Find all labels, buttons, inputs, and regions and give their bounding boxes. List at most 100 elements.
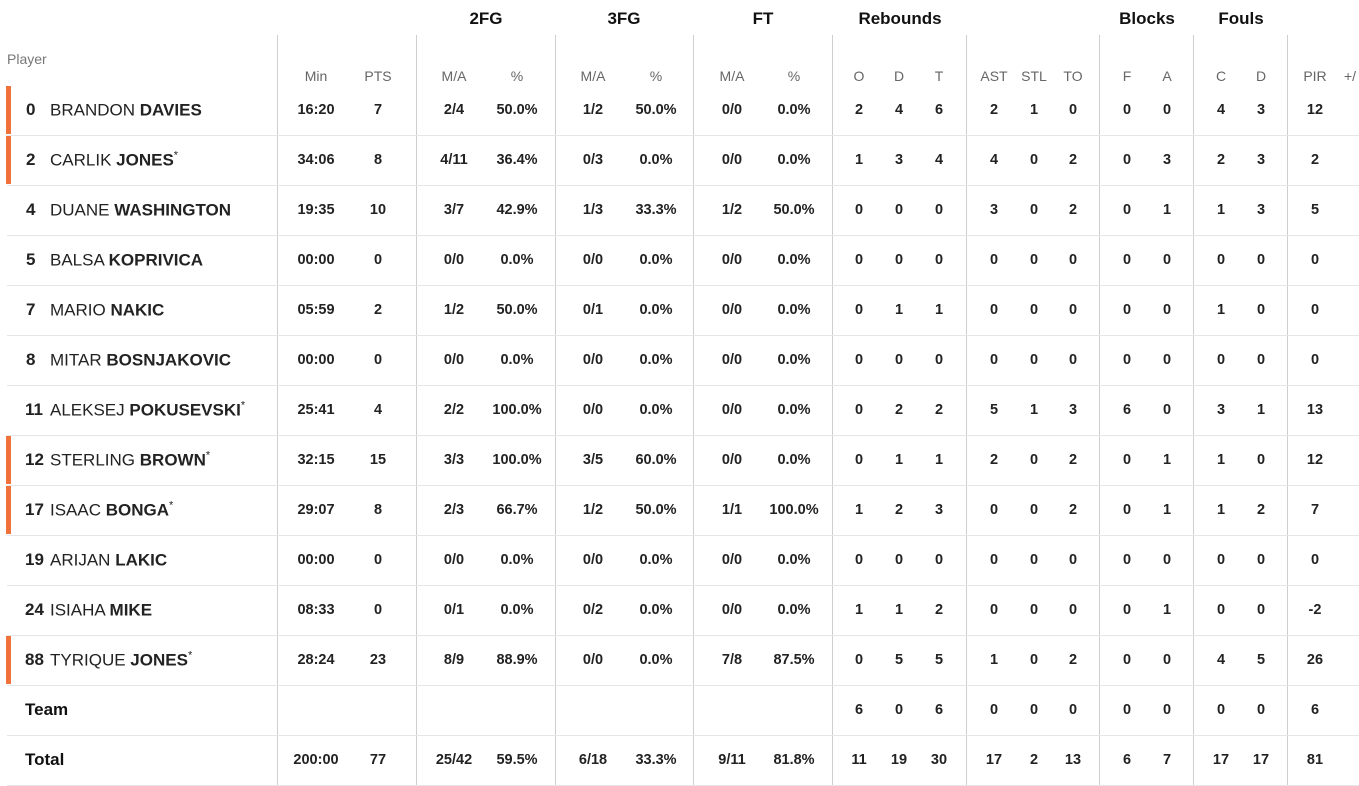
stat-cell: 0	[1122, 352, 1132, 368]
stat-cell: 1	[854, 152, 864, 168]
column-header: T	[934, 68, 944, 84]
stat-cell: 3	[934, 502, 944, 518]
stat-cell: 2/4	[443, 102, 465, 118]
column-divider	[277, 35, 278, 785]
stat-cell: 0	[1029, 652, 1039, 668]
stat-cell: 0.0%	[500, 552, 534, 568]
stat-cell: 0	[1068, 102, 1078, 118]
stat-cell: 0.0%	[777, 602, 811, 618]
stat-cell: 0	[1216, 702, 1226, 718]
stat-cell: 1	[1256, 402, 1266, 418]
stat-cell: -2	[1308, 602, 1322, 618]
player-name[interactable]: BRANDON DAVIES	[50, 100, 202, 121]
player-number: 12	[25, 450, 44, 469]
stat-cell: 0/0	[721, 252, 743, 268]
stat-cell: 25:41	[297, 402, 335, 418]
stat-cell: 3/3	[443, 452, 465, 468]
stat-cell: 2	[934, 402, 944, 418]
player-name[interactable]: DUANE WASHINGTON	[50, 200, 231, 221]
stat-cell: 0/0	[582, 252, 604, 268]
column-divider	[1193, 35, 1194, 785]
stat-cell: 1/2	[443, 302, 465, 318]
stat-cell: 0	[1162, 352, 1172, 368]
stat-cell: 13	[1064, 752, 1082, 768]
stat-cell: 0	[989, 352, 999, 368]
stat-cell: 12	[1306, 452, 1324, 468]
row-divider	[7, 485, 1359, 486]
stat-cell: 3/7	[443, 202, 465, 218]
stat-cell: 0	[1162, 102, 1172, 118]
stat-cell: 29:07	[297, 502, 335, 518]
stat-cell: 1	[1162, 602, 1172, 618]
stat-cell: 15	[369, 452, 387, 468]
player-number: 7	[26, 300, 36, 319]
stat-cell: 11	[851, 752, 867, 768]
stat-cell: 1	[854, 502, 864, 518]
stat-cell: 0	[1122, 502, 1132, 518]
total-row-label: Total	[25, 750, 65, 769]
stat-cell: 2	[1068, 652, 1078, 668]
player-last-name: POKUSEVSKI	[129, 400, 241, 420]
player-name[interactable]: ALEKSEJ POKUSEVSKI*	[50, 400, 245, 421]
stat-cell: 0	[1122, 702, 1132, 718]
stat-cell: 88.9%	[496, 652, 538, 668]
stat-cell: 1	[894, 602, 904, 618]
column-header: Min	[304, 68, 328, 84]
stat-cell: 17	[1212, 752, 1230, 768]
stat-cell: 4	[1216, 652, 1226, 668]
stat-cell: 3	[1216, 402, 1226, 418]
player-last-name: BONGA	[105, 500, 170, 520]
stat-cell: 17	[985, 752, 1003, 768]
player-name[interactable]: MITAR BOSNJAKOVIC	[50, 350, 231, 371]
stat-cell: 0	[1029, 552, 1039, 568]
stat-cell: 0	[854, 452, 864, 468]
player-name[interactable]: BALSA KOPRIVICA	[50, 250, 203, 271]
stat-cell: 0	[1216, 602, 1226, 618]
column-header: F	[1122, 68, 1132, 84]
player-last-name: MIKE	[109, 600, 153, 620]
stat-cell: 0	[854, 652, 864, 668]
stat-cell: 60.0%	[635, 452, 677, 468]
header-player: Player	[7, 51, 47, 67]
stat-cell: 0	[1256, 552, 1266, 568]
column-header: M/A	[580, 68, 606, 84]
stat-cell: 25/42	[435, 752, 473, 768]
stat-cell: 4	[934, 152, 944, 168]
stat-cell: 0	[1029, 702, 1039, 718]
player-name[interactable]: ISAAC BONGA*	[50, 500, 173, 521]
stat-cell: 0	[934, 252, 944, 268]
stat-cell: 30	[930, 752, 948, 768]
player-name[interactable]: ISIAHA MIKE	[50, 600, 152, 621]
header-ft: FT	[752, 9, 774, 28]
player-name[interactable]: STERLING BROWN*	[50, 450, 210, 471]
stat-cell: 36.4%	[496, 152, 538, 168]
stat-cell: 0	[1029, 452, 1039, 468]
stat-cell: 7	[1310, 502, 1320, 518]
stat-cell: 0	[1068, 352, 1078, 368]
stat-cell: 8	[373, 152, 383, 168]
starter-mark: *	[187, 649, 193, 662]
stat-cell: 2	[989, 102, 999, 118]
stat-cell: 0/0	[721, 102, 743, 118]
column-header: TO	[1063, 68, 1083, 84]
stat-cell: 8/9	[443, 652, 465, 668]
stat-cell: 200:00	[293, 752, 339, 768]
stat-cell: 0/0	[443, 552, 465, 568]
stat-cell: 0	[1122, 252, 1132, 268]
stat-cell: 4	[989, 152, 999, 168]
column-divider	[1099, 35, 1100, 785]
player-name[interactable]: TYRIQUE JONES*	[50, 650, 192, 671]
player-number: 24	[25, 600, 44, 619]
stat-cell: 2	[1256, 502, 1266, 518]
player-name[interactable]: CARLIK JONES*	[50, 150, 178, 171]
stat-cell: 0/0	[721, 152, 743, 168]
player-name[interactable]: MARIO NAKIC	[50, 300, 164, 321]
player-name[interactable]: ARIJAN LAKIC	[50, 550, 167, 571]
stat-cell: 0.0%	[777, 102, 811, 118]
stat-cell: 0	[1068, 702, 1078, 718]
stat-cell: 0	[989, 252, 999, 268]
header-blocks: Blocks	[1119, 9, 1175, 28]
stat-cell: 19	[890, 752, 908, 768]
stat-cell: 0	[1162, 252, 1172, 268]
player-first-name: MARIO	[50, 300, 106, 320]
